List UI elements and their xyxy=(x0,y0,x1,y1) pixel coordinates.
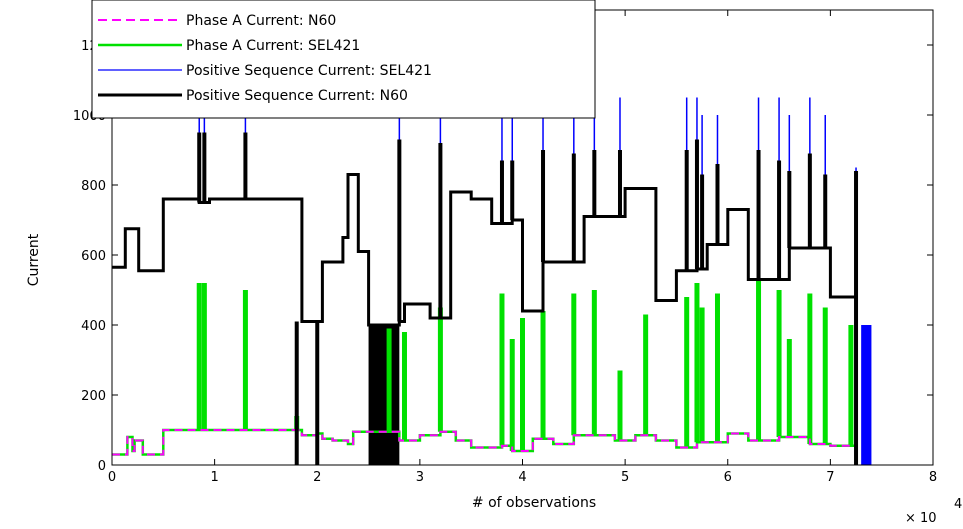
x-exponent-power: 4 xyxy=(954,497,962,512)
x-tick-label: 1 xyxy=(210,470,218,485)
x-tick-label: 5 xyxy=(621,470,629,485)
y-axis-label: Current xyxy=(26,233,42,286)
y-tick-label: 800 xyxy=(81,179,106,194)
x-axis-label: # of observations xyxy=(472,495,596,511)
legend: Phase A Current: N60 Phase A Current: SEL… xyxy=(91,0,596,119)
data-block-1 xyxy=(861,325,872,465)
x-tick-label: 4 xyxy=(518,470,526,485)
y-tick-label: 400 xyxy=(81,319,106,334)
x-tick-label: 8 xyxy=(929,470,937,485)
x-tick-label: 0 xyxy=(108,470,116,485)
x-tick-label: 3 xyxy=(416,470,424,485)
x-tick-label: 2 xyxy=(313,470,321,485)
legend-label-1: Phase A Current: SEL421 xyxy=(186,38,360,54)
x-exponent-label: × 10 xyxy=(905,511,937,526)
legend-label-2: Positive Sequence Current: SEL421 xyxy=(186,63,432,79)
series-line-0 xyxy=(112,429,857,456)
legend-label-0: Phase A Current: N60 xyxy=(186,13,336,29)
data-block-0 xyxy=(368,325,400,465)
y-tick-label: 600 xyxy=(81,249,106,264)
x-tick-label: 6 xyxy=(724,470,732,485)
y-tick-label: 200 xyxy=(81,389,106,404)
legend-label-3: Positive Sequence Current: N60 xyxy=(186,88,408,104)
series-line-3 xyxy=(112,173,858,327)
y-tick-label: 0 xyxy=(98,459,106,474)
x-tick-label: 7 xyxy=(826,470,834,485)
